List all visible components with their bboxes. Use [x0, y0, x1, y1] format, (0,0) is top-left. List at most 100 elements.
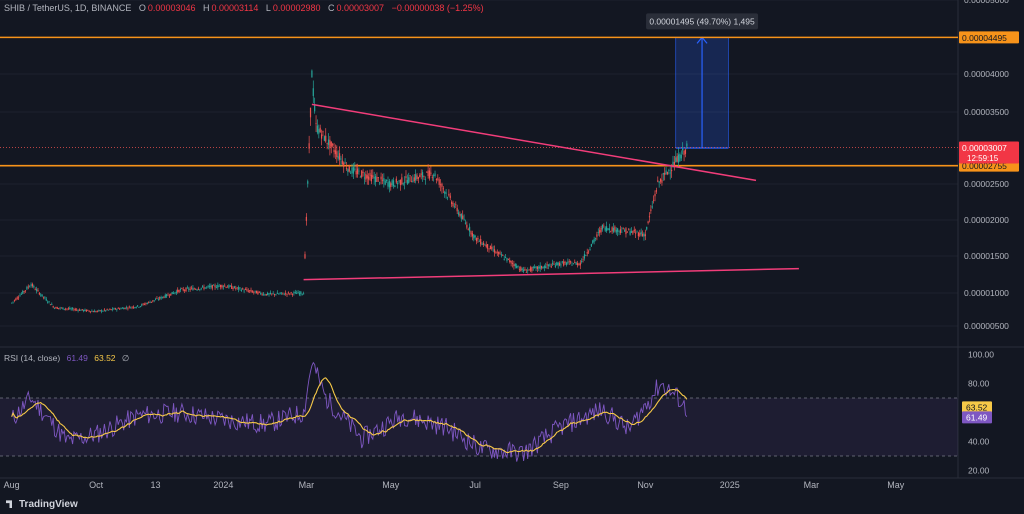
time-axis[interactable]: Aug Oct 13 2024 Mar May Jul Sep Nov 2025 Mar May [4, 480, 905, 490]
candle-body [185, 287, 187, 292]
candle-body [160, 296, 162, 299]
candle-body [249, 290, 251, 292]
candle-body [673, 161, 675, 167]
candle-body [124, 307, 126, 309]
candle-body [517, 266, 519, 268]
candle-body [597, 232, 599, 233]
candle-body [177, 289, 179, 292]
candle-body [376, 177, 378, 182]
high-value: 0.00003114 [211, 3, 259, 13]
candle-body [167, 294, 169, 296]
candle-body [379, 182, 381, 184]
candle-body [648, 216, 651, 218]
candle-body [390, 183, 392, 187]
candle-body [571, 264, 573, 266]
candle-body [492, 249, 494, 251]
candle-body [40, 294, 42, 296]
time-tick-label: Nov [637, 480, 654, 490]
price-tick-label: 0.00001500 [964, 251, 1009, 261]
candle-body [524, 268, 526, 271]
candle-body [470, 231, 472, 235]
candle-body [446, 197, 449, 199]
candle-body [225, 286, 227, 288]
candle-body [22, 291, 24, 294]
candle-body [314, 104, 316, 112]
candle-body [210, 285, 212, 288]
candle-body [463, 218, 465, 220]
candle-body [412, 180, 414, 183]
candle-body [543, 266, 545, 268]
candle-body [224, 285, 226, 287]
rsi-tag [962, 411, 992, 424]
candle-body [280, 292, 283, 294]
candle-body [511, 262, 514, 264]
price-axis[interactable]: 0.00005000 0.00004000 0.00003500 0.00002500… [964, 0, 1009, 331]
candle-body [307, 181, 309, 184]
tradingview-logo[interactable]: TradingView [6, 499, 78, 510]
price-tick-label: 0.00003500 [964, 107, 1009, 117]
candle-body [174, 292, 176, 294]
candle-body [267, 292, 269, 295]
candle-body [106, 309, 108, 310]
candle-body [576, 263, 579, 266]
candle-body [679, 153, 681, 162]
candle-body [409, 175, 411, 177]
candle-body [152, 300, 154, 302]
measure-label-box [646, 13, 759, 30]
candle-body [372, 175, 374, 178]
candle-body [141, 304, 143, 306]
candle-body [327, 139, 330, 145]
price-tick-label: 0.00000500 [964, 321, 1009, 331]
candle-body [149, 302, 151, 303]
candle-body [71, 308, 74, 310]
candle-body [457, 212, 460, 215]
candle-body [24, 290, 27, 292]
candle-body [423, 176, 425, 178]
candle-body [588, 251, 590, 253]
candle-body [514, 263, 516, 267]
trendlines[interactable] [303, 103, 799, 281]
candle-body [677, 154, 680, 163]
candle-body [186, 287, 188, 289]
measure-tool[interactable]: 0.00001495 (49.70%) 1,495 [646, 13, 759, 149]
time-tick-label: 2025 [720, 480, 740, 490]
candle-body [112, 308, 114, 310]
candle-body [121, 307, 123, 309]
candle-body [303, 293, 305, 295]
candle-body [610, 231, 612, 233]
candle-body [362, 172, 364, 174]
rsi-label[interactable]: RSI (14, close) [4, 353, 61, 363]
candle-body [131, 306, 133, 308]
candle-body [15, 298, 17, 301]
candle-body [143, 304, 146, 305]
candle-body [130, 307, 132, 309]
candle-body [178, 289, 180, 293]
candle-body [279, 293, 281, 295]
candle-body [658, 181, 660, 183]
candle-body [553, 264, 555, 265]
candle-body [76, 309, 78, 311]
candle-body [29, 286, 31, 288]
candle-body [405, 176, 407, 179]
candle-body [110, 309, 112, 311]
candle-body [635, 232, 637, 234]
candle-body [617, 228, 619, 232]
price-tick-label: 0.00002500 [964, 179, 1009, 189]
time-tick-label: 2024 [213, 480, 233, 490]
symbol-label[interactable]: SHIB / TetherUS, 1D, BINANCE [4, 3, 132, 13]
time-tick-label: Mar [299, 480, 315, 490]
candle-body [567, 261, 569, 264]
candle-body [304, 254, 306, 259]
candle-body [666, 171, 669, 175]
time-tick-label: 13 [151, 480, 161, 490]
candle-body [532, 266, 534, 269]
candle-body [258, 291, 260, 293]
candle-body [70, 308, 72, 310]
candle-body [318, 129, 320, 134]
rsi-ma-tag [962, 401, 992, 414]
candle-body [507, 258, 509, 260]
candle-body [629, 231, 631, 235]
